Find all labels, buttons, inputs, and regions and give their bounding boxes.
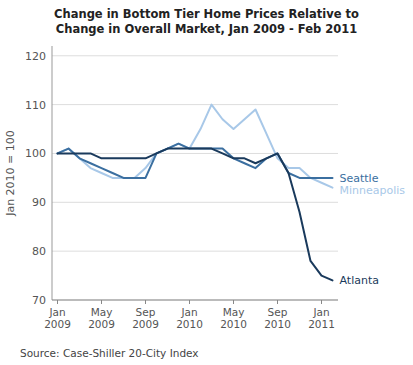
x-tick: [145, 300, 146, 304]
plot-area: [58, 105, 333, 281]
series-label: Minneapolis: [340, 184, 406, 197]
x-tick-label: Jan2011: [308, 306, 335, 330]
x-tick-label: May2010: [220, 306, 247, 330]
series-line: [58, 105, 333, 188]
x-axis-line: [52, 300, 338, 301]
title: Change in Bottom Tier Home Prices Relati…: [54, 7, 359, 36]
x-tick: [57, 300, 58, 304]
grid-line: [52, 55, 338, 56]
y-tick-label: 100: [25, 147, 46, 160]
series-label: Atlanta: [340, 274, 379, 287]
grid-line: [52, 104, 338, 105]
x-tick-label: Jan2009: [44, 306, 71, 330]
x-tick-label: May2009: [88, 306, 115, 330]
x-tick-label: Sep2010: [264, 306, 291, 330]
grid-line: [52, 153, 338, 154]
grid-line: [52, 251, 338, 252]
x-tick: [189, 300, 190, 304]
x-tick-label: Jan2010: [176, 306, 203, 330]
chart: Change in Bottom Tier Home Prices Relati…: [0, 0, 413, 365]
y-tick-label: 90: [32, 196, 46, 209]
y-axis-label: Jan 2010 = 100: [4, 130, 17, 217]
y-tick-label: 120: [25, 50, 46, 63]
source-note: Source: Case-Shiller 20-City Index: [20, 347, 199, 359]
y-tick-label: 110: [25, 99, 46, 112]
x-tick: [321, 300, 322, 304]
grid-line: [52, 300, 338, 301]
grid-line: [52, 202, 338, 203]
x-tick: [277, 300, 278, 304]
y-tick-label: 70: [32, 294, 46, 307]
x-tick: [101, 300, 102, 304]
y-axis-line: [52, 46, 53, 300]
series-line: [58, 149, 333, 281]
x-tick: [233, 300, 234, 304]
y-tick-label: 80: [32, 245, 46, 258]
x-tick-label: Sep2009: [132, 306, 159, 330]
